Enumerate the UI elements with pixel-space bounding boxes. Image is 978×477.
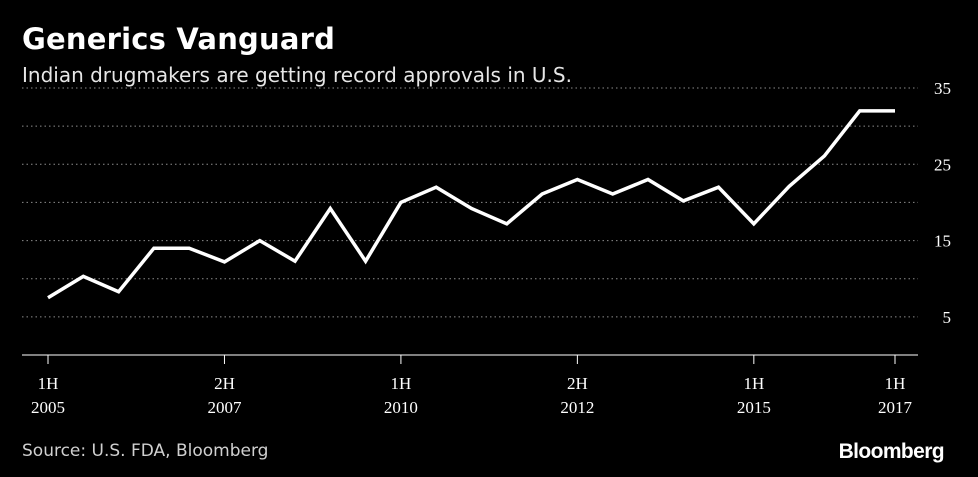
x-axis: [22, 354, 918, 364]
y-tick-label: 5: [943, 308, 952, 327]
x-tick-label-half: 2H: [214, 374, 235, 393]
x-tick-label-half: 1H: [38, 374, 59, 393]
source-note: Source: U.S. FDA, Bloomberg: [22, 441, 269, 461]
x-tick-label-year: 2007: [207, 398, 242, 417]
x-tick-label-half: 1H: [743, 374, 764, 393]
y-tick-label: 25: [934, 155, 951, 174]
x-tick-label-half: 1H: [391, 374, 412, 393]
chart-title: Generics Vanguard: [22, 22, 336, 56]
y-tick-label: 15: [934, 232, 951, 251]
y-tick-label: 35: [934, 79, 951, 98]
x-tick-label-year: 2017: [878, 398, 913, 417]
x-tick-label-half: 2H: [567, 374, 588, 393]
x-axis-labels: 1H 2005 2H 2007 1H 2010 2H 2012 1H 2015 1H 2017: [31, 374, 913, 417]
y-axis-labels: 35 25 15 5: [934, 79, 951, 327]
x-tick-label-year: 2010: [384, 398, 418, 417]
x-tick-label-year: 2012: [560, 398, 594, 417]
x-tick-label-year: 2005: [31, 398, 65, 417]
series-line: [47, 109, 895, 300]
chart-subtitle: Indian drugmakers are getting record app…: [22, 63, 572, 87]
grid-lines: [22, 87, 918, 318]
series-layer: [47, 109, 895, 300]
x-tick-label-half: 1H: [885, 374, 906, 393]
x-tick-label-year: 2015: [737, 398, 771, 417]
bloomberg-logo: Bloomberg: [838, 440, 945, 463]
